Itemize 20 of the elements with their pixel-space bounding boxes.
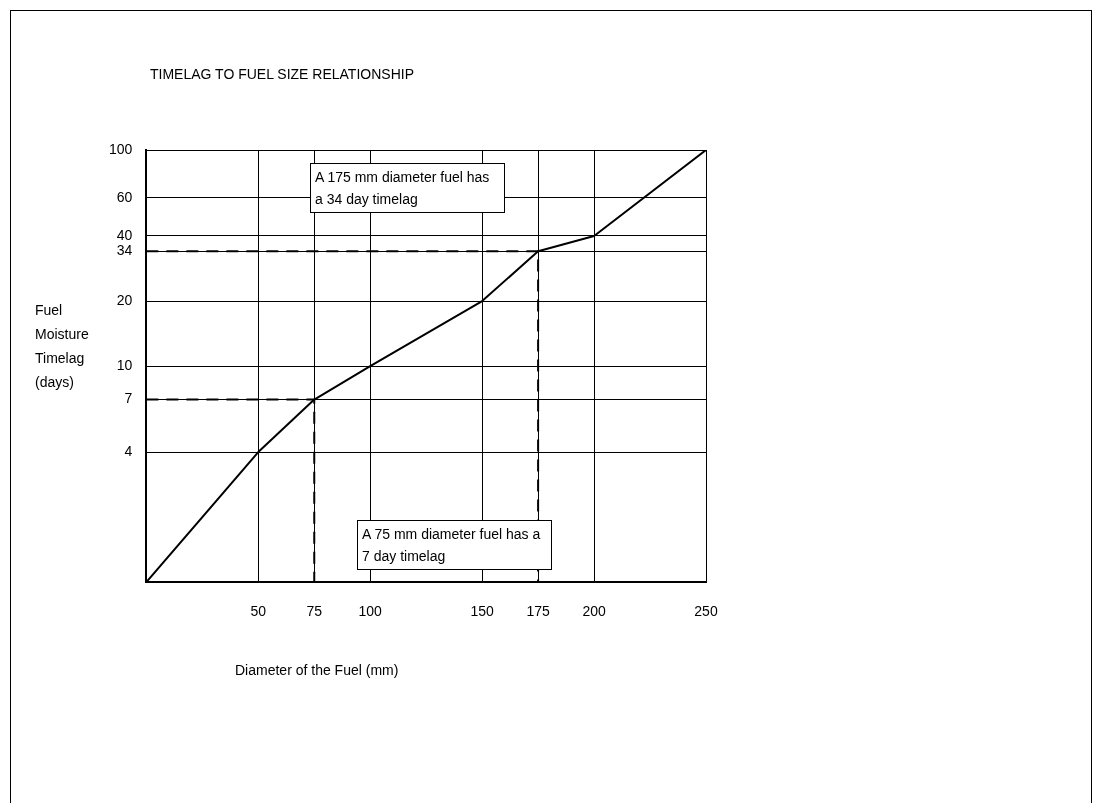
y-tick-label: 40 [116,226,133,243]
x-tick-label: 50 [250,603,267,620]
x-tick-label: 100 [358,603,383,620]
x-tick-label: 250 [694,603,718,620]
x-tick-label: 75 [306,603,323,620]
x-tick-label: 150 [470,603,495,620]
annotation: A 75 mm diameter fuel has a 7 day timelag [357,520,552,570]
y-tick-label: 7 [124,390,133,407]
y-axis-title: Fuel Moisture Timelag (days) [35,301,90,392]
chart-title: TIMELAG TO FUEL SIZE RELATIONSHIP [150,66,414,82]
y-tick-label: 100 [109,140,133,157]
y-tick-label: 60 [116,188,133,205]
x-axis-title: Diameter of the Fuel (mm) [235,662,399,678]
x-tick-label: 200 [582,603,606,620]
annotation: A 175 mm diameter fuel has a 34 day timelag [310,163,505,213]
y-tick-label: 4 [124,442,133,459]
y-tick-label: 10 [116,356,133,373]
y-tick-label: 34 [116,242,133,259]
y-tick-label: 20 [116,291,133,308]
x-tick-label: 175 [526,603,550,620]
